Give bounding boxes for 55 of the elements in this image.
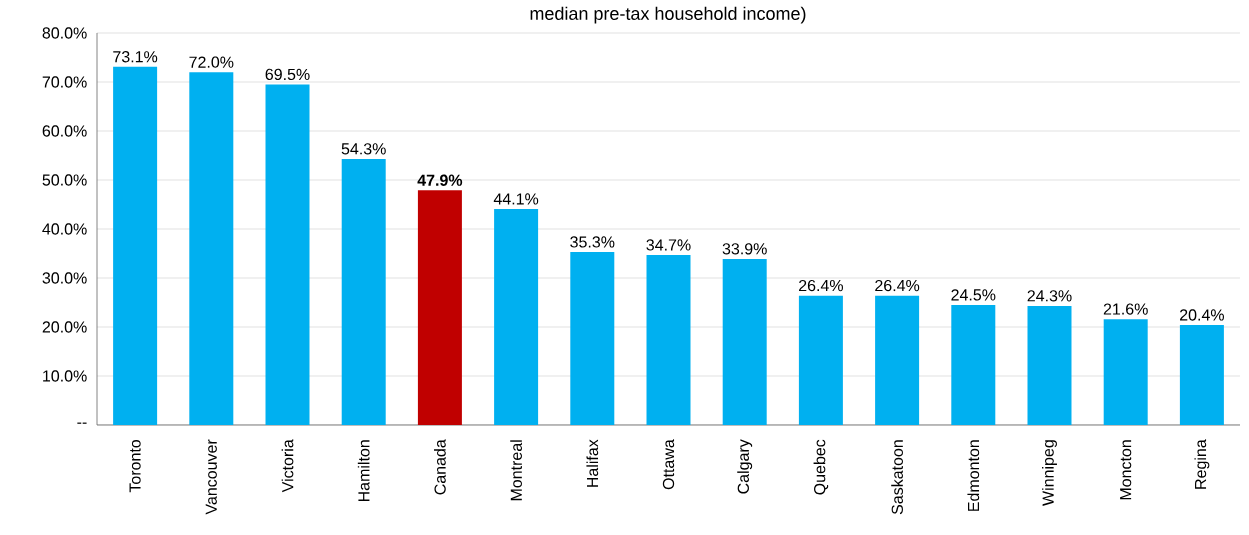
data-label: 54.3% xyxy=(341,143,386,155)
x-tick-label: Vancouver xyxy=(205,439,217,515)
x-tick-label: Ottawa xyxy=(662,439,675,490)
data-label: 24.5% xyxy=(951,289,996,301)
data-label: 69.5% xyxy=(265,68,310,81)
y-tick-label: 10.0% xyxy=(43,370,87,382)
x-tick-label: Winnipeg xyxy=(1042,440,1057,506)
bar xyxy=(646,254,691,425)
bar xyxy=(1027,305,1072,425)
chart-title: median pre-tax household income) xyxy=(530,6,806,24)
data-label: 24.3% xyxy=(1027,290,1072,302)
bar xyxy=(722,258,767,425)
bar xyxy=(341,158,386,425)
y-tick-label: 70.0% xyxy=(42,76,87,88)
bar xyxy=(1179,325,1224,425)
x-tick-label: Regina xyxy=(1194,439,1210,489)
bar xyxy=(189,72,234,425)
y-tick-label: -- xyxy=(77,422,87,424)
data-label: 47.9% xyxy=(417,174,463,186)
x-tick-label: Moncton xyxy=(1120,440,1132,500)
x-tick-label: Edmonton xyxy=(967,440,980,511)
y-tick-label: 30.0% xyxy=(42,272,87,284)
data-label: 20.4% xyxy=(1180,309,1224,321)
bar xyxy=(265,84,310,425)
y-tick-label: 40.0% xyxy=(42,223,87,235)
data-label: 26.4% xyxy=(799,279,843,292)
bar xyxy=(1103,319,1148,425)
data-label: 33.9% xyxy=(722,243,767,255)
bar xyxy=(417,190,462,425)
x-tick-label: Saskatoon xyxy=(891,440,903,515)
x-tick-label: Canada xyxy=(434,439,446,495)
y-tick-label: 80.0% xyxy=(42,27,87,39)
data-label: 44.1% xyxy=(493,193,539,205)
x-tick-label: Hamilton xyxy=(357,440,370,502)
data-label: 73.1% xyxy=(113,51,158,63)
bar xyxy=(875,295,920,425)
x-tick-label: Quebec xyxy=(813,439,829,495)
bar xyxy=(798,295,843,425)
y-tick-label: 50.0% xyxy=(42,174,87,186)
data-label: 72.0% xyxy=(189,56,234,68)
bar xyxy=(494,208,539,425)
data-label: 21.6% xyxy=(1103,303,1148,315)
x-tick-label: Montreal xyxy=(510,440,522,501)
data-label: 26.4% xyxy=(875,279,920,292)
bar xyxy=(951,304,996,425)
x-tick-label: Victoria xyxy=(281,439,294,493)
bar xyxy=(113,66,158,425)
x-tick-label: Toronto xyxy=(129,439,141,493)
y-tick-label: 20.0% xyxy=(42,321,87,333)
data-label: 35.3% xyxy=(570,236,615,248)
x-tick-label: Halifax xyxy=(586,439,599,487)
bar xyxy=(570,252,615,425)
data-label: 34.7% xyxy=(646,239,691,251)
x-tick-label: Calgary xyxy=(737,439,753,494)
y-tick-label: 60.0% xyxy=(42,125,87,137)
